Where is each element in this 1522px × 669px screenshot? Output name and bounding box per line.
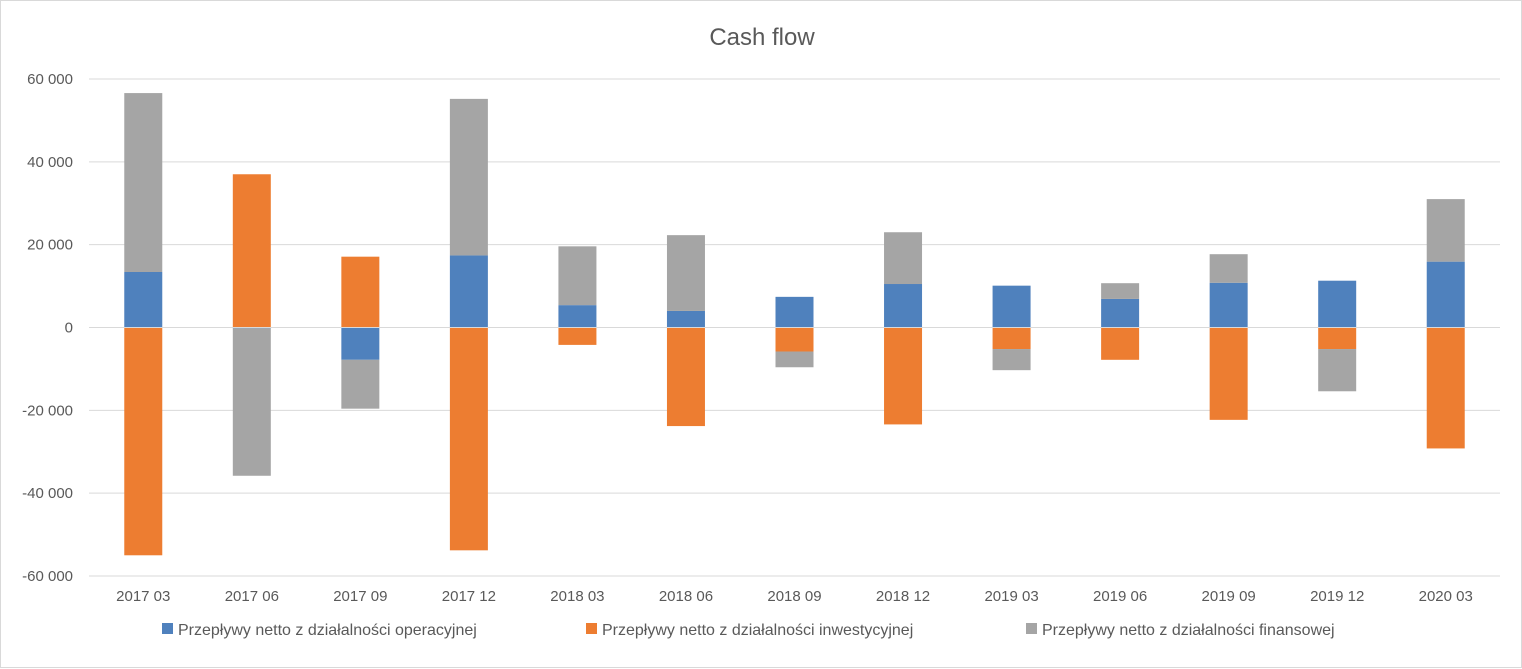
bar-series-1 xyxy=(1209,282,1248,328)
x-tick-label: 2018 09 xyxy=(767,588,821,605)
bar-series-1 xyxy=(992,285,1031,328)
bar-series-1 xyxy=(1318,280,1357,328)
bar-series-2 xyxy=(558,327,597,345)
bar-series-1 xyxy=(341,327,380,360)
legend-label: Przepływy netto z działalności operacyjn… xyxy=(178,622,477,639)
x-tick-label: 2018 06 xyxy=(659,588,713,605)
bar-series-3 xyxy=(884,232,923,285)
bar-series-2 xyxy=(775,327,814,352)
x-tick-label: 2019 03 xyxy=(984,588,1038,605)
legend-label: Przepływy netto z działalności inwestycy… xyxy=(602,622,913,639)
x-tick-label: 2018 12 xyxy=(876,588,930,605)
y-tick-label: -60 000 xyxy=(22,568,73,585)
x-tick-label: 2019 09 xyxy=(1202,588,1256,605)
bar-series-2 xyxy=(341,256,380,328)
y-tick-label: 40 000 xyxy=(27,154,73,171)
bar-series-1 xyxy=(449,255,488,328)
bar-series-3 xyxy=(1209,254,1248,283)
x-tick-label: 2020 03 xyxy=(1419,588,1473,605)
bar-series-2 xyxy=(666,327,705,427)
gridlines xyxy=(89,78,1500,577)
bar-series-2 xyxy=(1101,327,1140,360)
legend-swatch xyxy=(586,623,597,634)
y-tick-label: -40 000 xyxy=(22,485,73,502)
bar-series-2 xyxy=(1318,327,1357,350)
x-tick-label: 2019 06 xyxy=(1093,588,1147,605)
bar-series-2 xyxy=(232,174,271,328)
bar-series-1 xyxy=(666,310,705,328)
bar-series-1 xyxy=(884,284,923,328)
legend-swatch xyxy=(1026,623,1037,634)
bar-series-1 xyxy=(558,305,597,328)
bar-series-1 xyxy=(124,272,163,328)
legend: Przepływy netto z działalności operacyjn… xyxy=(162,622,1335,639)
bar-series-3 xyxy=(1101,283,1140,299)
bar-series-3 xyxy=(992,349,1031,371)
y-tick-label: -20 000 xyxy=(22,402,73,419)
bar-series-3 xyxy=(341,359,380,409)
bars xyxy=(124,93,1465,556)
legend-label: Przepływy netto z działalności finansowe… xyxy=(1042,622,1335,639)
bar-series-2 xyxy=(1209,327,1248,420)
bar-series-1 xyxy=(775,296,814,328)
bar-series-2 xyxy=(992,327,1031,350)
bar-series-3 xyxy=(232,328,271,476)
x-tick-label: 2017 06 xyxy=(225,588,279,605)
bar-series-3 xyxy=(558,246,597,306)
bar-series-2 xyxy=(124,327,163,556)
x-tick-label: 2017 03 xyxy=(116,588,170,605)
y-axis-ticks: 60 000 40 000 20 000 0 -20 000 -40 000 -60 000 xyxy=(22,71,73,585)
x-tick-label: 2018 03 xyxy=(550,588,604,605)
bar-series-2 xyxy=(449,327,488,551)
bar-series-3 xyxy=(1318,349,1357,392)
x-tick-label: 2019 12 xyxy=(1310,588,1364,605)
y-tick-label: 20 000 xyxy=(27,237,73,254)
bar-series-2 xyxy=(884,327,923,425)
bar-series-3 xyxy=(124,93,163,273)
legend-swatch xyxy=(162,623,173,634)
x-tick-label: 2017 09 xyxy=(333,588,387,605)
bar-series-3 xyxy=(666,235,705,311)
bar-series-2 xyxy=(1426,327,1465,449)
x-axis-ticks: 2017 03 2017 06 2017 09 2017 12 2018 03 2018 … xyxy=(116,588,1473,605)
y-tick-label: 0 xyxy=(65,320,73,337)
bar-series-3 xyxy=(1426,199,1465,262)
y-tick-label: 60 000 xyxy=(27,71,73,88)
bar-series-1 xyxy=(1101,298,1140,328)
bar-series-3 xyxy=(775,351,814,368)
bar-series-1 xyxy=(1426,261,1465,328)
chart-title: Cash flow xyxy=(709,24,815,51)
bar-series-3 xyxy=(449,98,488,256)
x-tick-label: 2017 12 xyxy=(442,588,496,605)
